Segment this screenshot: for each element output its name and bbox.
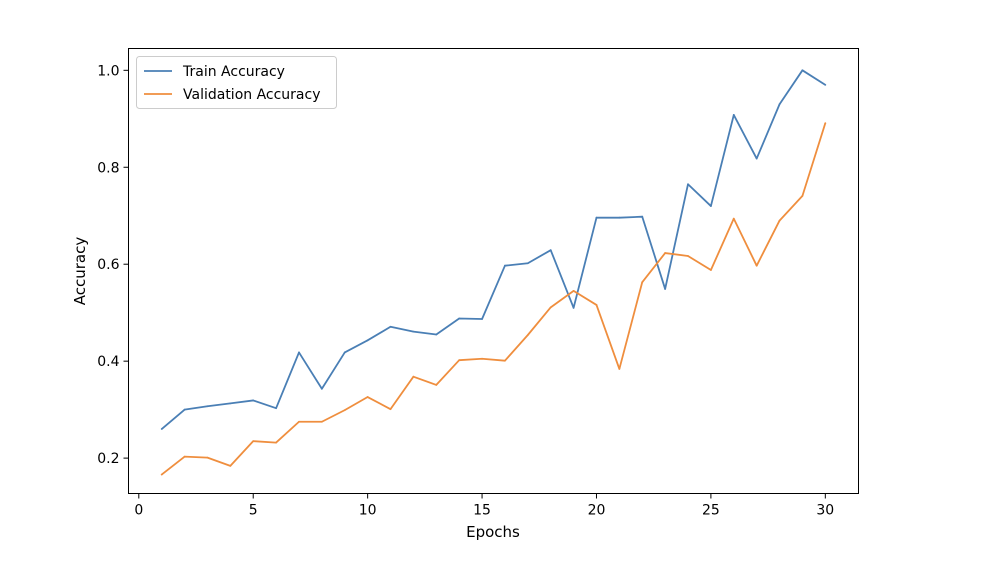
data-point-validation-accuracy: [458, 359, 461, 362]
data-point-train-accuracy: [664, 288, 667, 290]
data-point-train-accuracy: [481, 318, 483, 320]
data-point-validation-accuracy: [618, 368, 621, 370]
y-tick-label: 0.2: [97, 451, 119, 467]
data-point-validation-accuracy: [298, 420, 300, 423]
y-axis: 0.2 0.4 0.6 0.8 1.0: [97, 63, 129, 467]
y-tick-label: 0.6: [97, 257, 119, 273]
data-point-train-accuracy: [710, 205, 712, 207]
data-point-train-accuracy: [755, 157, 758, 160]
data-point-train-accuracy: [732, 114, 735, 116]
x-tick-label: 5: [249, 503, 258, 519]
x-tick-label: 15: [473, 503, 491, 519]
legend: Train Accuracy Validation Accuracy: [136, 56, 337, 109]
x-axis-title: Epochs: [466, 523, 520, 541]
x-tick-label: 20: [588, 503, 606, 519]
data-point-validation-accuracy: [572, 289, 575, 292]
data-point-validation-accuracy: [755, 264, 758, 267]
y-tick-label: 1.0: [97, 63, 119, 79]
plot-area-frame: [128, 48, 859, 494]
x-tick-label: 10: [359, 503, 377, 519]
data-point-validation-accuracy: [824, 122, 827, 125]
data-point-train-accuracy: [229, 402, 232, 405]
x-tick-label: 25: [702, 503, 720, 519]
data-point-validation-accuracy: [343, 409, 346, 412]
y-tick-label: 0.4: [97, 354, 119, 370]
data-point-validation-accuracy: [595, 304, 598, 306]
data-point-train-accuracy: [618, 216, 621, 219]
data-point-train-accuracy: [458, 317, 461, 320]
data-point-train-accuracy: [641, 215, 644, 218]
data-point-validation-accuracy: [229, 464, 232, 467]
data-point-validation-accuracy: [389, 408, 392, 411]
data-point-validation-accuracy: [183, 455, 186, 458]
data-point-train-accuracy: [275, 407, 277, 410]
data-point-validation-accuracy: [526, 334, 529, 336]
data-point-validation-accuracy: [275, 441, 277, 444]
data-point-train-accuracy: [183, 408, 186, 411]
data-point-train-accuracy: [595, 216, 598, 219]
data-point-validation-accuracy: [641, 281, 644, 284]
data-point-validation-accuracy: [366, 396, 369, 398]
data-point-validation-accuracy: [687, 255, 689, 257]
data-point-train-accuracy: [160, 428, 163, 430]
data-point-validation-accuracy: [778, 219, 781, 222]
data-point-train-accuracy: [366, 339, 369, 342]
x-tick-label: 30: [816, 503, 834, 519]
legend-box: [136, 56, 337, 109]
data-point-validation-accuracy: [710, 269, 712, 271]
data-point-train-accuracy: [572, 306, 575, 309]
data-point-train-accuracy: [549, 249, 552, 252]
data-point-train-accuracy: [412, 330, 415, 333]
data-point-train-accuracy: [824, 83, 827, 86]
data-point-validation-accuracy: [732, 217, 735, 220]
data-point-validation-accuracy: [504, 359, 506, 362]
y-tick-label: 0.8: [97, 160, 119, 176]
series-line-validation-accuracy: [161, 122, 827, 476]
data-point-train-accuracy: [504, 264, 506, 267]
data-point-validation-accuracy: [412, 375, 415, 378]
data-point-validation-accuracy: [160, 473, 163, 476]
data-point-train-accuracy: [206, 405, 209, 408]
data-point-train-accuracy: [343, 351, 346, 354]
data-point-validation-accuracy: [206, 456, 209, 459]
data-point-validation-accuracy: [664, 252, 667, 254]
data-point-train-accuracy: [298, 351, 300, 354]
x-tick-label: 0: [134, 503, 143, 519]
data-point-train-accuracy: [526, 262, 529, 265]
data-point-validation-accuracy: [435, 384, 438, 386]
data-point-validation-accuracy: [252, 440, 255, 443]
series-layer: [160, 69, 827, 476]
data-point-validation-accuracy: [481, 357, 483, 360]
data-point-train-accuracy: [778, 103, 781, 106]
x-axis: 0 5 10 15 20 25 30: [134, 493, 834, 519]
data-point-validation-accuracy: [549, 306, 552, 309]
legend-label-validation-accuracy: Validation Accuracy: [183, 87, 321, 103]
data-point-validation-accuracy: [320, 420, 323, 423]
data-point-train-accuracy: [435, 333, 438, 336]
data-point-train-accuracy: [320, 387, 323, 390]
data-point-train-accuracy: [687, 183, 689, 186]
data-point-train-accuracy: [389, 325, 392, 328]
data-point-train-accuracy: [252, 399, 255, 402]
series-line-train-accuracy: [161, 69, 826, 430]
legend-label-train-accuracy: Train Accuracy: [182, 64, 285, 80]
y-axis-title: Accuracy: [71, 237, 89, 306]
data-point-validation-accuracy: [801, 194, 804, 197]
data-point-train-accuracy: [801, 69, 804, 72]
